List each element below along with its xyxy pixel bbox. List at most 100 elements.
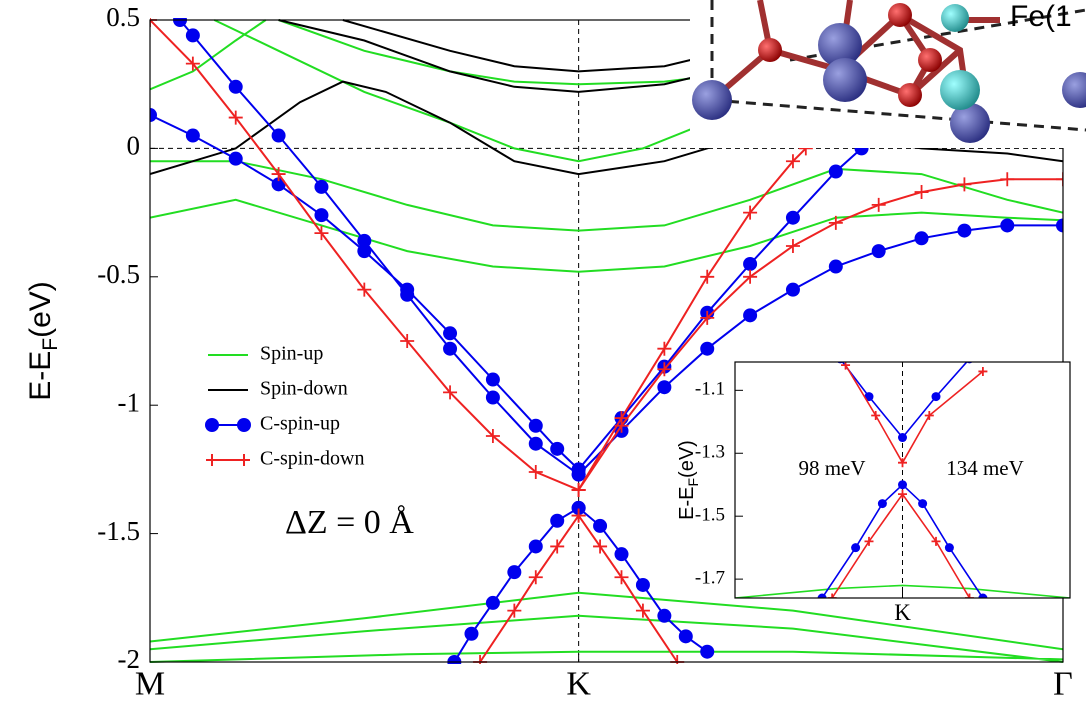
point-marker xyxy=(550,441,565,456)
point-marker xyxy=(635,577,650,592)
point-marker xyxy=(571,508,586,523)
point-marker xyxy=(314,179,329,194)
point-marker xyxy=(443,326,458,341)
point-marker xyxy=(785,238,800,253)
point-marker xyxy=(507,603,522,618)
point-marker xyxy=(743,256,758,271)
point-marker xyxy=(228,79,243,94)
point-marker xyxy=(877,499,887,509)
point-marker xyxy=(571,500,586,515)
point-marker xyxy=(614,418,629,433)
atom xyxy=(888,3,912,27)
legend-label: Spin-down xyxy=(260,378,348,400)
point-marker xyxy=(871,410,881,420)
point-marker xyxy=(864,536,874,546)
legend-label: C-spin-down xyxy=(260,448,364,470)
x-tick-label: K xyxy=(894,600,911,625)
point-marker xyxy=(817,593,827,598)
point-marker xyxy=(185,56,200,71)
point-marker xyxy=(657,362,672,377)
legend-label: Spin-up xyxy=(260,343,323,365)
legend-marker xyxy=(205,418,219,432)
point-marker xyxy=(978,593,988,598)
inset-plot: -1.1 -1.3 -1.5 -1.7 K E-EF(eV) 98 meV 134 meV xyxy=(676,361,1071,625)
point-marker xyxy=(898,489,907,499)
point-marker xyxy=(271,128,286,143)
point-marker xyxy=(571,482,586,497)
point-marker xyxy=(185,28,200,43)
y-axis-label-part: E-E xyxy=(24,351,57,401)
point-marker xyxy=(357,244,372,259)
point-marker xyxy=(485,429,500,444)
legend-label: C-spin-up xyxy=(260,413,340,435)
point-marker xyxy=(443,385,458,400)
point-marker xyxy=(528,570,543,585)
legend-marker xyxy=(238,454,250,466)
y-axis-label-part: F xyxy=(39,338,62,351)
point-marker xyxy=(785,210,800,225)
point-marker xyxy=(1056,218,1063,233)
point-marker xyxy=(678,629,693,644)
y-tick-label: -1.1 xyxy=(695,379,725,400)
annotation: ΔZ = 0 Å xyxy=(285,504,414,541)
point-marker xyxy=(485,595,500,610)
point-marker xyxy=(785,282,800,297)
point-marker xyxy=(700,341,715,356)
cell-edge xyxy=(710,0,1086,132)
point-marker xyxy=(614,570,629,585)
annotation: 134 meV xyxy=(946,456,1024,480)
point-marker xyxy=(228,151,243,166)
point-marker xyxy=(657,608,672,623)
point-marker xyxy=(828,215,843,230)
point-marker xyxy=(914,185,929,200)
point-marker xyxy=(271,167,286,182)
point-marker xyxy=(931,536,941,546)
point-marker xyxy=(314,208,329,223)
y-tick-label: -1 xyxy=(118,387,141,417)
atom xyxy=(898,83,922,107)
plot-frame xyxy=(149,19,1064,663)
point-marker xyxy=(528,539,543,554)
point-marker xyxy=(871,197,886,212)
point-marker xyxy=(593,539,608,554)
point-marker xyxy=(918,499,928,509)
point-marker xyxy=(851,543,861,553)
point-marker xyxy=(400,334,415,348)
point-marker xyxy=(614,547,629,562)
point-marker xyxy=(944,543,954,553)
point-marker xyxy=(314,226,329,241)
point-marker xyxy=(978,366,988,376)
point-marker xyxy=(828,259,843,274)
band-line xyxy=(150,19,1063,663)
atom xyxy=(758,38,782,62)
y-tick-label: -0.5 xyxy=(97,259,140,289)
atom xyxy=(1062,72,1086,108)
y-tick-label: 0.5 xyxy=(106,2,140,32)
point-marker xyxy=(1000,218,1015,233)
atom xyxy=(918,48,942,72)
point-marker xyxy=(827,593,837,598)
y-axis-label-part: E-E xyxy=(676,487,698,520)
point-marker xyxy=(357,282,372,297)
point-marker xyxy=(898,458,907,468)
y-tick-label: -1.5 xyxy=(695,505,725,526)
point-marker xyxy=(864,392,874,402)
point-marker xyxy=(965,593,974,598)
point-marker xyxy=(150,108,157,123)
point-marker xyxy=(528,464,543,479)
legend-marker xyxy=(237,418,251,432)
x-tick-label: K xyxy=(566,665,591,702)
point-marker xyxy=(571,467,586,482)
y-tick-label: -1.5 xyxy=(97,516,140,546)
point-marker xyxy=(924,410,934,420)
point-marker xyxy=(271,177,286,192)
atom xyxy=(950,103,990,143)
point-marker xyxy=(1000,172,1015,187)
band-line xyxy=(735,584,1070,598)
atom xyxy=(692,80,732,120)
y-tick-label: 0 xyxy=(127,131,141,161)
point-marker xyxy=(743,308,758,323)
y-axis-label-part: F xyxy=(685,478,701,487)
x-tick-label: M xyxy=(135,665,165,702)
point-marker xyxy=(485,372,500,387)
